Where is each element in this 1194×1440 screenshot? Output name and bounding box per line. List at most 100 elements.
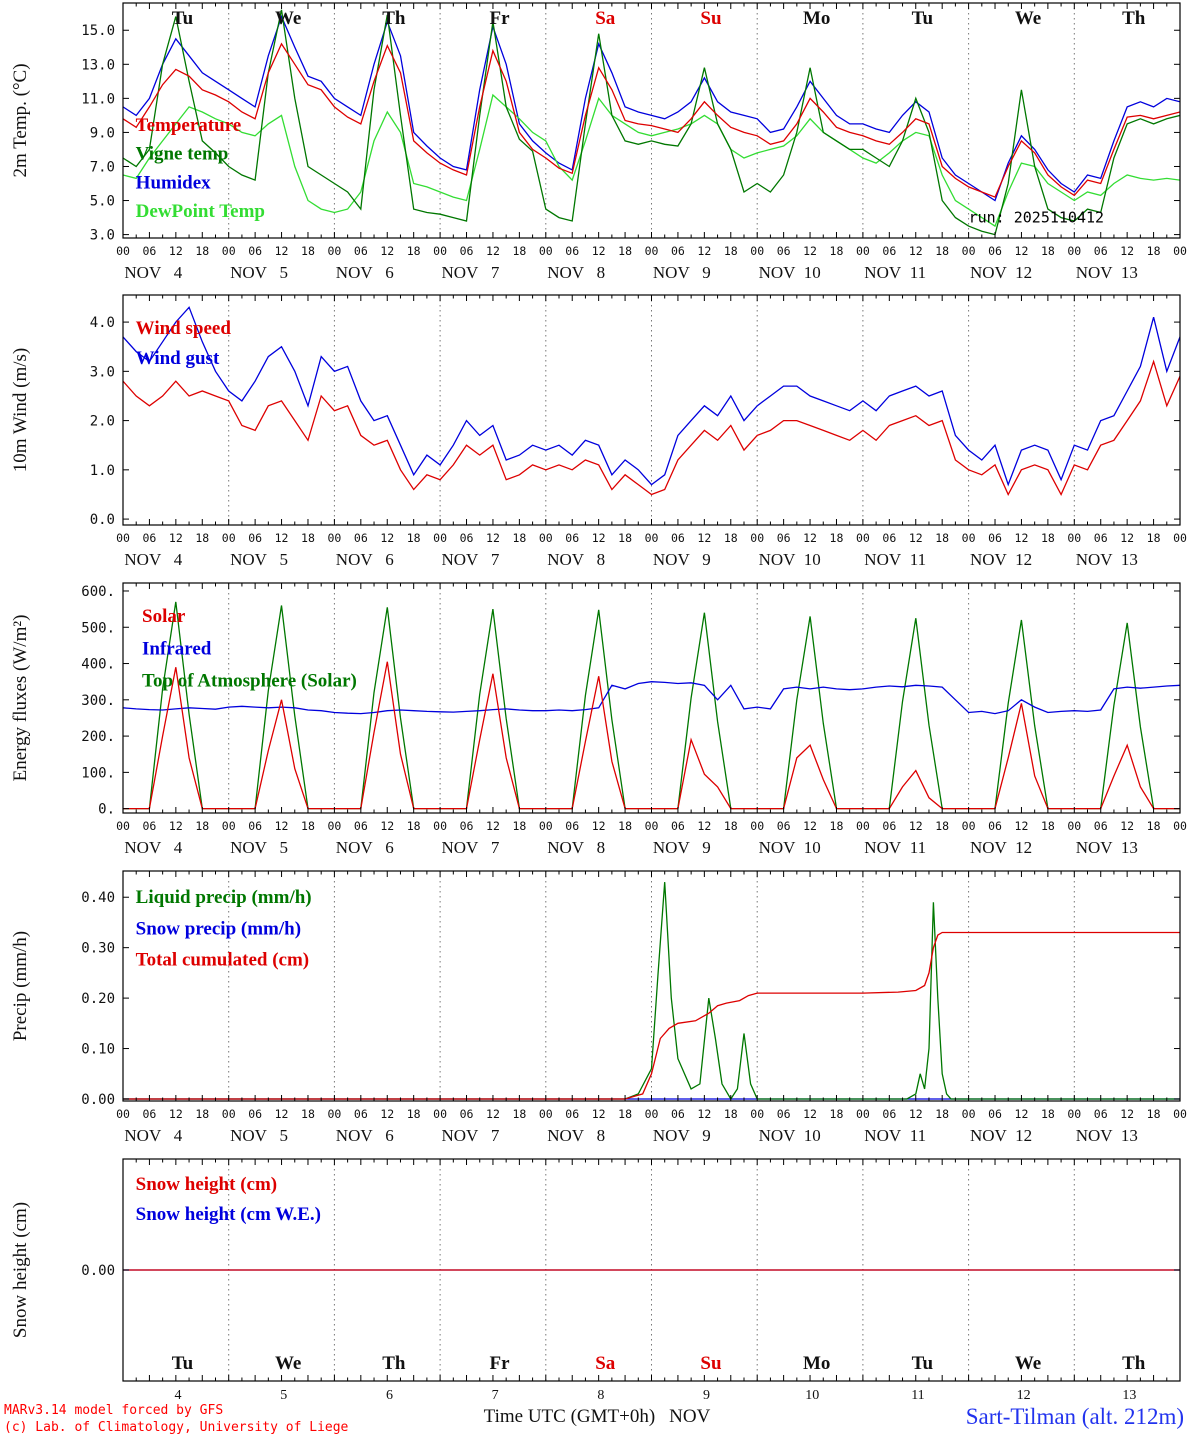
hour-tick-label: 12 [380, 819, 394, 833]
hour-tick-label: 12 [1015, 1107, 1029, 1121]
hour-tick-label: 12 [275, 819, 289, 833]
legend-dewpoint-temp: DewPoint Temp [136, 201, 265, 222]
legend-solar: Solar [142, 606, 186, 627]
month-axis-label: NOV [336, 263, 374, 282]
precip-plot: 0.00 0.10 0.20 0.30 0.40 00 06 12 18 00 06 12 18 00 06… [81, 870, 1187, 1145]
hour-tick-label: 06 [354, 244, 368, 258]
hour-tick-label: 12 [275, 531, 289, 545]
hour-tick-label: 00 [856, 819, 870, 833]
hour-tick-label: 00 [645, 244, 659, 258]
month-axis-label: NOV [1076, 263, 1114, 282]
date-axis-label: 4 [174, 1126, 183, 1145]
date-axis-label: 6 [385, 550, 394, 569]
date-axis-label: 9 [703, 1388, 710, 1402]
hour-tick-label: 00 [962, 531, 976, 545]
hour-tick-label: 06 [565, 244, 579, 258]
month-axis-label: NOV [653, 263, 691, 282]
credit-line-2: (c) Lab. of Climatology, University of L… [4, 1419, 349, 1435]
energy-fluxes-chart: 0. 100. 200. 300. 400. 500. 600. 00 06 12 18 00 06 12… [10, 582, 1187, 857]
hour-tick-label: 12 [1015, 819, 1029, 833]
hour-tick-label: 06 [777, 531, 791, 545]
month-axis-label: NOV [230, 1126, 268, 1145]
month-axis-label: NOV [336, 1126, 374, 1145]
y-axis-title: 2m Temp. (°C) [10, 63, 31, 177]
day-name-label: Mo [803, 1353, 830, 1374]
month-label: NOV [669, 1406, 711, 1427]
hour-tick-label: 00 [1173, 244, 1187, 258]
hour-tick-label: 06 [671, 531, 685, 545]
date-axis-label: 11 [911, 1388, 924, 1402]
hour-tick-label: 00 [116, 819, 130, 833]
month-axis-label: NOV [864, 1126, 902, 1145]
hour-tick-label: 06 [354, 1107, 368, 1121]
hour-tick-label: 00 [1173, 531, 1187, 545]
y-tick-label: 11.0 [81, 91, 115, 107]
day-name-label: Tu [172, 1353, 194, 1374]
month-axis-label: NOV [547, 1126, 585, 1145]
hour-tick-label: 06 [777, 819, 791, 833]
hour-tick-label: 06 [142, 1107, 156, 1121]
day-name-label: Tu [912, 1353, 934, 1374]
hour-tick-label: 06 [988, 819, 1002, 833]
y-tick-label: 100. [81, 765, 115, 781]
legend-total-cumulated-cm-: Total cumulated (cm) [136, 949, 309, 970]
date-axis-label: 8 [597, 1126, 606, 1145]
hour-tick-label: 06 [882, 1107, 896, 1121]
date-axis-label: 5 [280, 1388, 287, 1402]
hour-tick-label: 00 [856, 531, 870, 545]
footer: MARv3.14 model forced by GFS (c) Lab. of… [0, 1402, 1194, 1440]
date-axis-label: 9 [702, 1126, 711, 1145]
hour-tick-label: 00 [1067, 819, 1081, 833]
hour-tick-label: 00 [962, 244, 976, 258]
date-axis-label: 10 [804, 1126, 821, 1145]
month-axis-label: NOV [1076, 550, 1114, 569]
date-axis-label: 5 [280, 1126, 289, 1145]
date-axis-label: 13 [1122, 1388, 1136, 1402]
hour-tick-label: 18 [195, 1107, 209, 1121]
hour-tick-label: 12 [1015, 531, 1029, 545]
hour-tick-label: 00 [433, 819, 447, 833]
time-axis-label: Time UTC (GMT+0h) [483, 1406, 656, 1427]
day-name-label: Th [1122, 1353, 1146, 1374]
month-axis-label: NOV [653, 550, 691, 569]
hour-tick-label: 00 [222, 531, 236, 545]
hour-tick-label: 12 [697, 244, 711, 258]
hour-tick-label: 18 [407, 531, 421, 545]
hour-tick-label: 18 [195, 531, 209, 545]
date-axis-label: 10 [804, 838, 821, 857]
hour-tick-label: 12 [1120, 531, 1134, 545]
month-axis-label: NOV [124, 838, 162, 857]
hour-tick-label: 06 [460, 531, 474, 545]
date-axis-label: 8 [597, 263, 606, 282]
legend-vigne-temp: Vigne temp [136, 144, 229, 165]
hour-tick-label: 12 [1120, 819, 1134, 833]
y-tick-label: 500. [81, 620, 115, 636]
hour-tick-label: 00 [222, 819, 236, 833]
hour-tick-label: 06 [565, 531, 579, 545]
date-axis-label: 11 [910, 550, 926, 569]
hour-tick-label: 06 [671, 819, 685, 833]
series-vigne-temp [123, 9, 1180, 236]
hour-tick-label: 18 [301, 1107, 315, 1121]
legend-snow-height-cm-w-e-: Snow height (cm W.E.) [136, 1204, 321, 1225]
hour-tick-label: 06 [882, 531, 896, 545]
hour-tick-label: 00 [327, 819, 341, 833]
hour-tick-label: 00 [645, 531, 659, 545]
y-axis-title: Energy fluxes (W/m²) [10, 615, 31, 782]
date-axis-label: 4 [175, 1388, 182, 1402]
month-axis-label: NOV [336, 550, 374, 569]
hour-tick-label: 06 [988, 244, 1002, 258]
hour-tick-label: 06 [248, 1107, 262, 1121]
date-axis-label: 9 [702, 263, 711, 282]
hour-tick-label: 12 [169, 244, 183, 258]
hour-tick-label: 12 [592, 531, 606, 545]
hour-tick-label: 06 [142, 244, 156, 258]
date-axis-label: 13 [1121, 838, 1138, 857]
hour-tick-label: 18 [724, 1107, 738, 1121]
hour-tick-label: 18 [512, 531, 526, 545]
hour-tick-label: 00 [1067, 1107, 1081, 1121]
month-axis-label: NOV [230, 838, 268, 857]
y-tick-label: 13.0 [81, 57, 115, 73]
hour-tick-label: 12 [275, 1107, 289, 1121]
y-tick-label: 3.0 [90, 228, 115, 244]
